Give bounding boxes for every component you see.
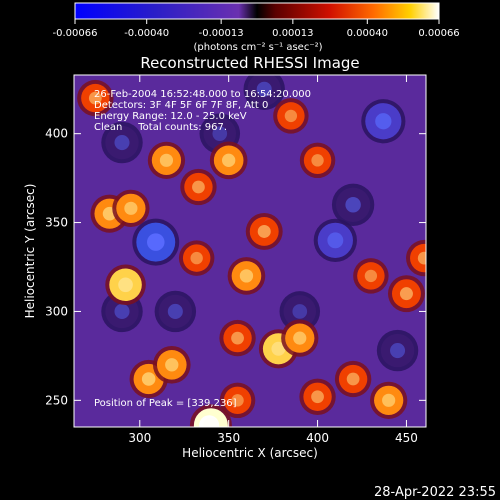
heatmap-blob-core [346, 372, 360, 386]
heatmap-blob-core [417, 251, 426, 265]
heatmap-blob [277, 102, 305, 130]
x-tick-label: 450 [395, 431, 418, 445]
heatmap-blob [283, 295, 317, 328]
heatmap-blob [357, 262, 385, 290]
y-tick-label: 250 [45, 393, 68, 407]
colorbar-tick-label: 0.00066 [418, 28, 459, 39]
plot-frame [73, 74, 427, 428]
heatmap-blob-core [167, 303, 183, 319]
heatmap-blob-core [284, 109, 298, 123]
heatmap-blob-core [311, 154, 324, 167]
annotation-line-energy: Energy Range: 12.0 - 25.0 keV [94, 111, 247, 122]
y-tick-label: 300 [45, 304, 68, 318]
colorbar-unit-label: (photons cm⁻² s⁻¹ asec⁻²) [193, 42, 322, 53]
heatmap-blob-core [221, 153, 236, 168]
heatmap-blob-core [159, 153, 174, 167]
colorbar-tick-label: -0.00066 [53, 28, 98, 39]
colorbar-tick-label: 0.00040 [347, 28, 388, 39]
heatmap-blob-core [364, 269, 378, 283]
heatmap-blob [105, 125, 139, 160]
heatmap-blob-core [345, 197, 361, 213]
colorbar-tick-label: -0.00013 [199, 28, 244, 39]
annotation-line-detectors: Detectors: 3F 4F 5F 6F 7F 8F, Att 0 [94, 100, 268, 111]
heatmap-blob-core [212, 126, 228, 141]
heatmap-blob-core [399, 287, 413, 301]
heatmap-blob-core [239, 269, 254, 283]
annotation-line-time: 26-Feb-2004 16:52:48.000 to 16:54:20.000 [94, 89, 311, 100]
colorbar [74, 2, 440, 20]
annotation-line-clean: Clean Total counts: 967. [94, 122, 227, 133]
heatmap-blob-core [165, 358, 179, 372]
heatmap-blob-core [190, 251, 203, 265]
heatmap-blob-core [375, 113, 392, 130]
heatmap-blob [303, 146, 332, 175]
heatmap-blob-core [192, 180, 205, 194]
y-tick-label: 400 [45, 127, 68, 141]
heatmap-blob-core [382, 393, 396, 407]
heatmap-blob-core [327, 232, 344, 249]
x-axis-label: Heliocentric X (arcsec) [182, 446, 318, 460]
heatmap-blob-core [257, 224, 271, 238]
heatmap-blob-core [231, 331, 244, 345]
colorbar-tick-label: 0.00013 [272, 28, 313, 39]
heatmap-blob-core [118, 277, 133, 293]
x-tick-label: 400 [306, 431, 329, 445]
heatmap-blob-core [124, 201, 138, 215]
peak-position-label: Position of Peak = [339,236] [94, 398, 237, 409]
heatmap-blob-core [311, 390, 324, 404]
heatmap-blob-core [271, 341, 286, 356]
heatmap-blob-core [256, 81, 272, 97]
annotation-block: 26-Feb-2004 16:52:48.000 to 16:54:20.000… [94, 89, 311, 409]
heatmap-blob-core [88, 91, 102, 105]
heatmap-blob-core [293, 331, 307, 345]
heatmap-blob [247, 75, 281, 106]
heatmap-blob-core [114, 303, 130, 319]
y-axis-label: Heliocentric Y (arcsec) [23, 184, 37, 319]
heatmap-blob-core [141, 372, 156, 386]
heatmap-blob [380, 333, 415, 368]
chart-title: Reconstructed RHESSI Image [140, 54, 359, 72]
peak-marker [199, 415, 220, 427]
axis-ticks: 300 350 400 450 250 300 350 400 [45, 75, 426, 445]
x-tick-label: 350 [217, 431, 240, 445]
footer-timestamp: 28-Apr-2022 23:55 [374, 485, 496, 500]
heatmap-blob-core [390, 343, 406, 359]
heatmap-blob-core [114, 135, 130, 151]
heatmap-blob-core [231, 394, 244, 407]
y-tick-label: 350 [45, 216, 68, 230]
heatmap-image [77, 75, 426, 427]
colorbar-tick-label: -0.00040 [124, 28, 169, 39]
heatmap-blob [182, 244, 211, 272]
heatmap-blob-core [147, 233, 165, 251]
heatmap-blob [158, 294, 193, 329]
colorbar-ticks: -0.00066 -0.00040 -0.00013 0.00013 0.00040 0.… [53, 19, 460, 39]
x-tick-label: 300 [128, 431, 151, 445]
heatmap-blob-core [292, 304, 308, 319]
heatmap-blob [223, 386, 252, 415]
